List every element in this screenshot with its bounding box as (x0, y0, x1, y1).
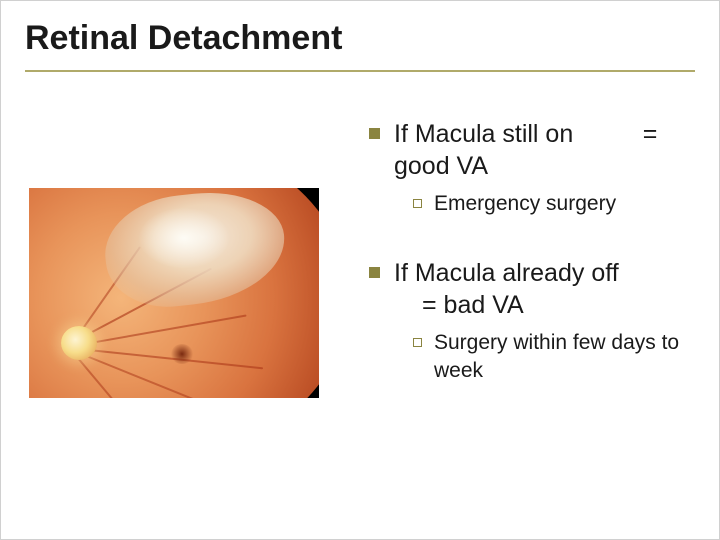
right-column: If Macula still on = good VA Emergency s… (365, 118, 695, 398)
slide: Retinal Detachment If Macula (0, 0, 720, 540)
bullet-macula-off: If Macula already off = bad VA (369, 257, 695, 321)
optic-disc (61, 326, 97, 360)
fundus-image (29, 188, 319, 398)
square-bullet-icon (369, 267, 380, 278)
slide-title: Retinal Detachment (25, 19, 695, 68)
bullet-line: If Macula already off (394, 259, 619, 287)
hollow-square-bullet-icon (413, 199, 422, 208)
title-underline (25, 70, 695, 72)
hollow-square-bullet-icon (413, 338, 422, 347)
detachment-highlight (139, 208, 229, 268)
sub-bullet-text: Surgery within few days to week (434, 329, 695, 384)
sub-bullet-emergency: Emergency surgery (413, 190, 695, 217)
macula-spot (171, 344, 193, 364)
sub-bullet-few-days: Surgery within few days to week (413, 329, 695, 384)
square-bullet-icon (369, 128, 380, 139)
bullet-line: If Macula still on = (394, 120, 657, 148)
spacer (369, 223, 695, 257)
left-column (25, 118, 365, 398)
bullet-text: If Macula still on = good VA (394, 118, 695, 182)
bullet-text: If Macula already off = bad VA (394, 257, 695, 321)
bullet-macula-on: If Macula still on = good VA (369, 118, 695, 182)
bullet-line: good VA (394, 152, 488, 180)
bullet-line: = bad VA (394, 291, 524, 319)
content-area: If Macula still on = good VA Emergency s… (25, 78, 695, 398)
sub-bullet-text: Emergency surgery (434, 190, 695, 217)
